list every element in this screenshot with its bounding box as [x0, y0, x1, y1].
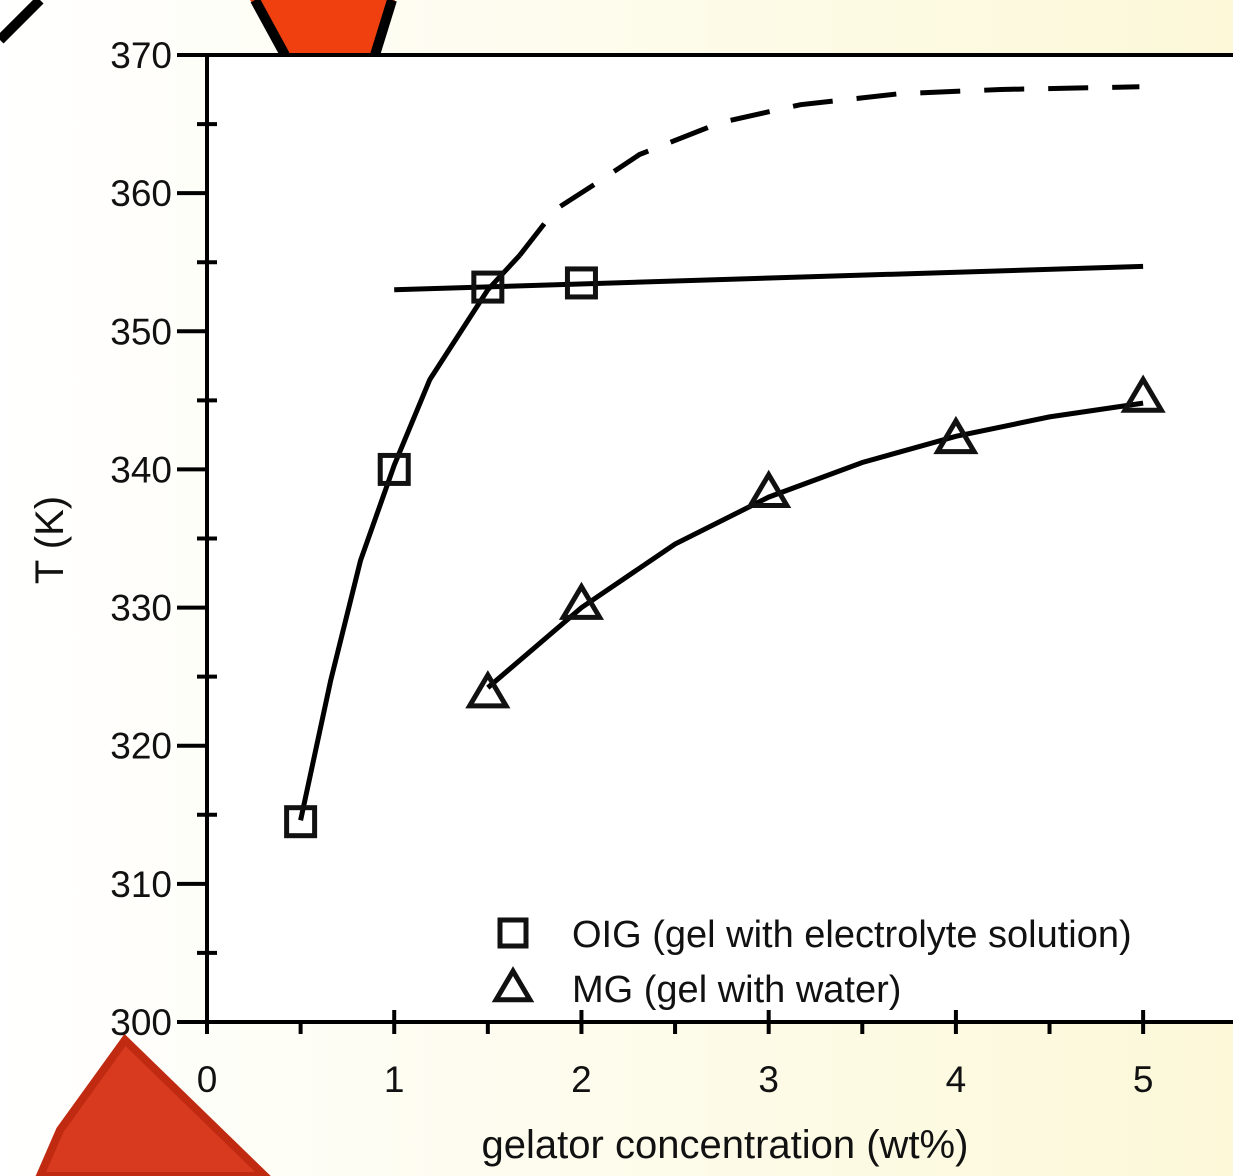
- decor-line: [0, 0, 44, 44]
- marker-triangle: [1120, 374, 1166, 413]
- decor-line: [370, 0, 397, 57]
- marker-triangle: [491, 966, 535, 1003]
- fit-line: [486, 400, 1144, 690]
- marker-square: [377, 452, 411, 486]
- y-tick-label: 320: [110, 726, 172, 767]
- plot: 300 310 320 330 340 350 360 370 0 1 2 3 4 5 OIG (gel w…: [110, 35, 1233, 1100]
- plot-area: [207, 55, 1233, 1022]
- y-tick-label: 310: [110, 864, 172, 905]
- y-tick-label: 360: [110, 173, 172, 214]
- x-tick-label: 2: [571, 1059, 592, 1100]
- marker-square: [497, 917, 529, 949]
- marker-triangle: [558, 581, 605, 620]
- y-tick-label: 350: [110, 311, 172, 352]
- y-tick-label: 300: [110, 1002, 172, 1043]
- marker-square: [564, 266, 598, 300]
- x-tick-label: 4: [946, 1059, 967, 1100]
- marker-square: [284, 805, 318, 839]
- x-tick-label: 1: [384, 1059, 405, 1100]
- decor-shape: [250, 0, 395, 55]
- fit-line: [298, 253, 522, 821]
- marker-triangle: [933, 415, 979, 455]
- marker-square: [471, 270, 505, 304]
- legend-label: OIG (gel with electrolyte solution): [572, 914, 1132, 956]
- marker-triangle: [746, 469, 792, 509]
- x-axis-label: gelator concentration (wt%): [482, 1123, 969, 1167]
- decor-line: [250, 0, 290, 58]
- legend-label: MG (gel with water): [572, 969, 901, 1011]
- x-tick-label: 5: [1133, 1059, 1154, 1100]
- fit-line: [394, 263, 1144, 293]
- x-tick-label: 0: [197, 1059, 218, 1100]
- fit-line: [517, 84, 1140, 257]
- x-tick-label: 3: [758, 1059, 779, 1100]
- y-axis-label: T (K): [28, 496, 72, 584]
- decor-shape: [35, 1033, 271, 1176]
- y-tick-label: 340: [110, 449, 172, 490]
- y-tick-label: 370: [110, 35, 172, 76]
- marker-triangle: [465, 670, 511, 709]
- y-tick-label: 330: [110, 588, 172, 629]
